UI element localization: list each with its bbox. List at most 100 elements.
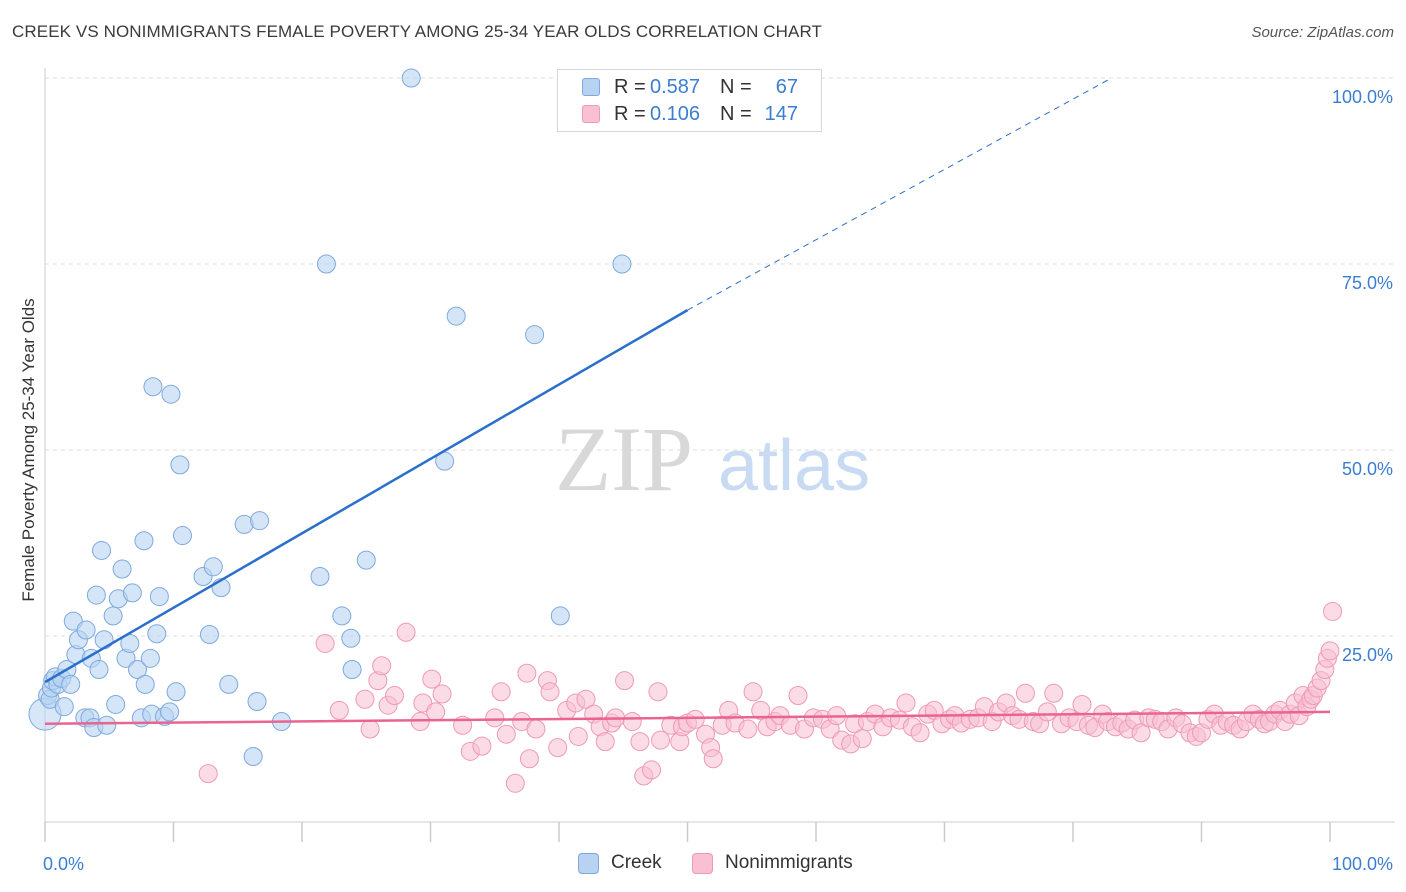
creek-point [122,583,142,603]
creek-point [316,254,336,274]
bottom-legend-nonimmigrants: Nonimmigrants [692,852,853,874]
creek-legend-label: Creek [611,852,662,873]
nonimmigrants-point [372,656,392,676]
creek-point [128,659,148,679]
nonimmigrants-point [396,622,416,642]
creek-point [143,377,163,397]
creek-point [94,630,114,650]
nonimmigrants-point [1072,694,1092,714]
correlation-legend: R = 0.587 N = 67 R = 0.106 N = 147 [557,69,822,132]
creek-point [135,674,155,694]
nonimmigrants-point [703,749,723,769]
y-tick-label: 50.0% [1342,459,1393,479]
nonimmigrants-point [615,671,635,691]
creek-n-value: 67 [775,75,798,98]
creek-point [97,715,117,735]
creek-point [612,254,632,274]
creek-r-value: 0.587 [650,75,701,98]
nonimmigrants-point [1320,641,1340,661]
nonimmigrants-point [472,736,492,756]
creek-trend-extension [687,77,1112,311]
creek-point [341,628,361,648]
nonimmigrants-point [788,686,808,706]
creek-point [332,606,352,626]
creek-point [247,691,267,711]
nonimmigrants-legend-swatch [692,852,713,874]
creek-point [356,550,376,570]
nonimmigrants-point [738,719,758,739]
creek-point [160,702,180,722]
nonimmigrants-n-value: 147 [764,102,798,125]
nonimmigrants-point [432,684,452,704]
creek-point [134,531,154,551]
nonimmigrants-point [548,738,568,758]
creek-swatch [582,78,600,96]
nonimmigrants-point [1015,683,1035,703]
creek-point [401,68,421,88]
nonimmigrants-point [642,760,662,780]
watermark-zip: ZIP [555,408,693,510]
nonimmigrants-point [526,719,546,739]
nonimmigrants-point [685,709,705,729]
nonimmigrants-point [896,693,916,713]
nonimmigrants-point [198,764,218,784]
nonimmigrants-point [519,749,539,769]
creek-legend-swatch [578,852,599,874]
nonimmigrants-points [198,601,1343,793]
nonimmigrants-point [485,708,505,728]
chart-title: CREEK VS NONIMMIGRANTS FEMALE POVERTY AM… [12,22,823,41]
creek-point [161,384,181,404]
nonimmigrants-point [517,663,537,683]
creek-points [28,68,632,767]
y-tick-label: 25.0% [1342,645,1393,665]
creek-point [166,682,186,702]
nonimmigrants-point [426,702,446,722]
nonimmigrants-point [651,730,671,750]
nonimmigrants-point [422,669,442,689]
creek-point [140,648,160,668]
legend-n-label: N = [720,102,752,125]
y-tick-label: 100.0% [1332,87,1393,107]
nonimmigrants-point [910,723,930,743]
source-label: Source: ZipAtlas.com [1251,24,1394,41]
y-tick-label: 75.0% [1342,273,1393,293]
creek-point [89,659,109,679]
nonimmigrants-point [329,700,349,720]
creek-point [199,625,219,645]
axes [44,68,1395,842]
nonimmigrants-point [1044,683,1064,703]
nonimmigrants-point [355,689,375,709]
x-tick-label: 0.0% [43,854,84,874]
legend-n-label: N = [720,75,752,98]
nonimmigrants-point [385,686,405,706]
nonimmigrants-point [491,682,511,702]
creek-point [86,585,106,605]
trend-lines [44,77,1331,726]
legend-row-nonimmigrants: R = 0.106 N = 147 [582,102,798,126]
creek-point [170,455,190,475]
nonimmigrants-point [360,719,380,739]
creek-point [342,659,362,679]
grid-lines [45,77,1395,637]
creek-point [112,559,132,579]
nonimmigrants-point [1037,702,1057,722]
creek-point [446,306,466,326]
nonimmigrants-trend-line [44,710,1331,726]
watermark: ZIP atlas [555,408,870,510]
creek-point [525,325,545,345]
nonimmigrants-point [540,682,560,702]
creek-point [172,526,192,546]
legend-row-creek: R = 0.587 N = 67 [582,75,798,99]
nonimmigrants-point [648,682,668,702]
nonimmigrants-swatch [582,105,600,123]
creek-point [106,694,126,714]
nonimmigrants-point [568,726,588,746]
creek-point [219,674,239,694]
creek-point [550,606,570,626]
nonimmigrants-legend-label: Nonimmigrants [725,852,853,873]
creek-point [243,747,263,767]
nonimmigrants-point [1131,723,1151,743]
creek-point [103,606,123,626]
x-tick-label: 100.0% [1332,854,1393,874]
